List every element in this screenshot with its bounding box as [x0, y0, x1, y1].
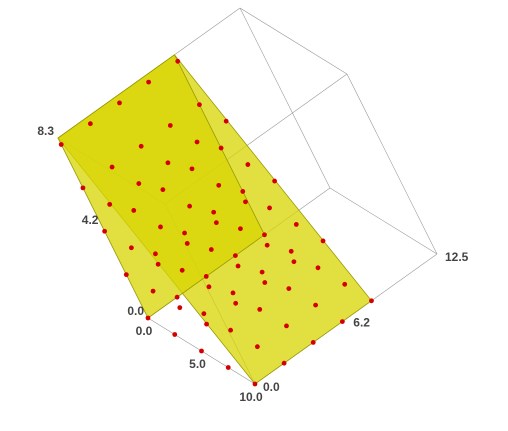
point — [369, 298, 374, 304]
z-tick-label: 4.2 — [82, 213, 99, 227]
point — [136, 181, 142, 186]
point — [284, 323, 289, 329]
point — [167, 123, 173, 128]
point — [313, 302, 319, 308]
point — [288, 248, 294, 254]
point — [160, 187, 166, 193]
point — [216, 182, 222, 188]
point — [211, 209, 217, 215]
point — [145, 315, 151, 321]
point — [286, 286, 292, 291]
point — [225, 365, 231, 370]
point — [213, 220, 219, 226]
point — [204, 321, 209, 327]
point — [184, 241, 190, 246]
point — [187, 203, 193, 209]
point — [254, 344, 260, 350]
point — [206, 284, 212, 290]
point — [175, 58, 181, 64]
point — [153, 251, 158, 257]
hull-face — [57, 54, 265, 319]
z-tick-label: 0.0 — [127, 304, 144, 318]
point — [177, 305, 183, 311]
point — [264, 242, 270, 248]
point — [146, 79, 152, 85]
point — [165, 160, 171, 166]
point — [233, 300, 239, 306]
point — [189, 166, 195, 172]
point — [240, 189, 246, 194]
point — [262, 232, 267, 238]
z-tick-label: 8.3 — [37, 124, 54, 138]
point — [107, 201, 113, 207]
point — [87, 121, 93, 127]
point — [102, 228, 108, 234]
point — [245, 162, 251, 167]
point — [259, 269, 265, 275]
point — [80, 185, 86, 191]
point — [203, 274, 209, 279]
x-tick-label: 0.0 — [136, 324, 153, 338]
point — [138, 143, 144, 149]
point — [235, 263, 241, 269]
x-tick-label: 10.0 — [239, 390, 263, 404]
point — [128, 245, 134, 251]
point — [117, 100, 122, 106]
point — [131, 208, 137, 213]
y-tick-label: 12.5 — [445, 250, 469, 264]
point — [228, 327, 234, 333]
point — [58, 142, 64, 147]
point — [257, 307, 263, 312]
y-tick-label: 0.0 — [263, 380, 280, 394]
box-edge — [239, 7, 331, 189]
point — [197, 102, 202, 108]
point — [158, 224, 163, 230]
point — [155, 261, 161, 267]
point — [150, 288, 156, 294]
point — [223, 118, 229, 124]
point — [252, 381, 258, 387]
point — [293, 222, 299, 227]
y-tick-label: 6.2 — [353, 316, 370, 330]
box-edge — [239, 7, 348, 75]
point — [208, 247, 214, 252]
point — [199, 348, 204, 354]
point — [194, 139, 200, 145]
point — [230, 290, 236, 296]
point — [342, 281, 348, 287]
point — [320, 238, 326, 244]
point — [201, 311, 207, 317]
point — [281, 360, 287, 366]
point — [172, 332, 178, 337]
point — [262, 280, 268, 285]
point — [218, 145, 224, 151]
point — [238, 226, 243, 232]
box-edge — [329, 187, 438, 255]
point — [174, 294, 180, 300]
point — [109, 164, 115, 170]
box-edge — [346, 73, 438, 255]
point — [182, 230, 187, 236]
x-tick-label: 5.0 — [189, 357, 206, 371]
point — [315, 265, 321, 271]
point — [232, 253, 238, 258]
point — [291, 259, 297, 265]
point — [243, 199, 248, 205]
point — [339, 319, 345, 324]
point — [179, 267, 185, 273]
point — [123, 272, 129, 278]
point — [272, 178, 278, 184]
point — [267, 205, 272, 211]
point — [310, 340, 316, 345]
